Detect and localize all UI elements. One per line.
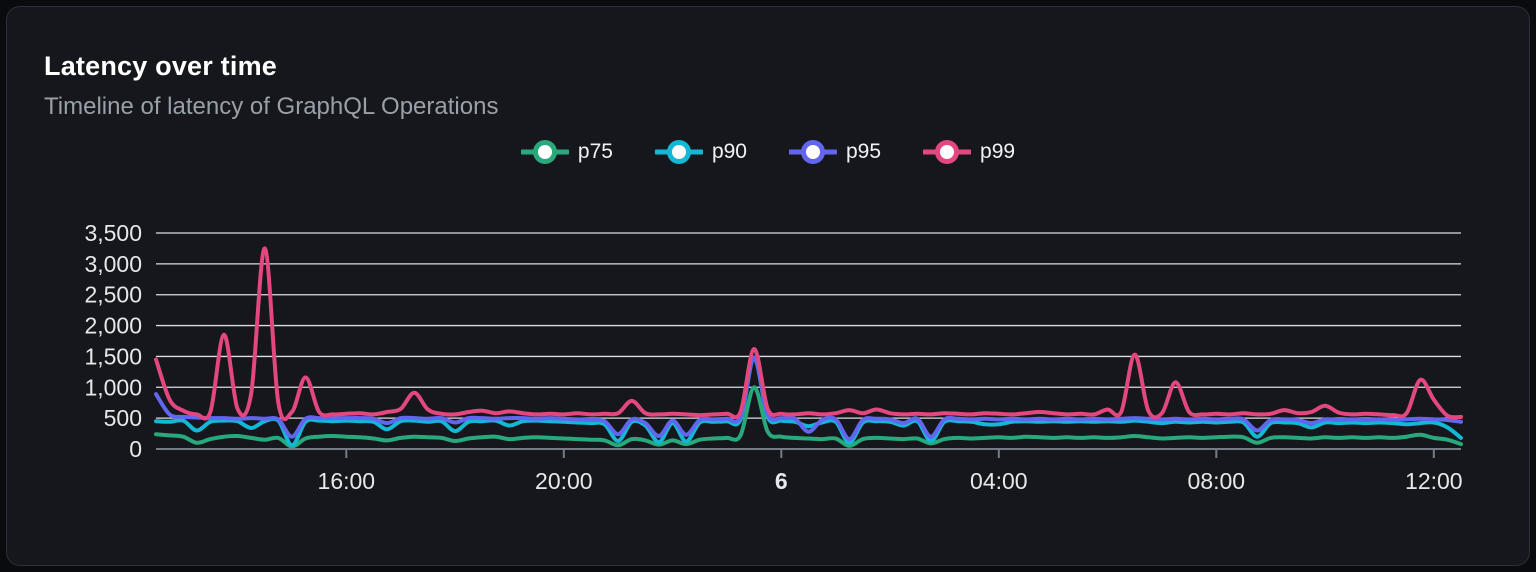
x-axis-label-6: 6 <box>775 468 788 494</box>
x-axis-label-16:00: 16:00 <box>318 468 376 494</box>
legend-item-p95[interactable]: p95 <box>789 139 881 165</box>
legend-marker-p99-icon <box>923 140 972 164</box>
y-axis-label-500: 500 <box>104 405 142 431</box>
x-axis-label-20:00: 20:00 <box>535 468 593 494</box>
x-axis-label-04:00: 04:00 <box>970 468 1028 494</box>
y-axis-label-3500: 3,500 <box>84 220 142 246</box>
legend-label: p99 <box>980 140 1016 163</box>
x-axis-label-08:00: 08:00 <box>1188 468 1246 494</box>
legend-item-p90[interactable]: p90 <box>654 139 747 165</box>
y-axis-label-2500: 2,500 <box>84 282 142 308</box>
y-axis-label-3000: 3,000 <box>84 251 142 277</box>
series-p75-line <box>154 385 1463 449</box>
chart-legend: p75 p90 p95 p99 <box>7 139 1529 165</box>
x-axis-label-12:00: 12:00 <box>1405 468 1463 494</box>
y-axis-label-1000: 1,000 <box>84 374 142 400</box>
y-axis-label-2000: 2,000 <box>84 313 142 339</box>
legend-label: p75 <box>577 140 613 163</box>
latency-chart-panel: Latency over time Timeline of latency of… <box>6 6 1530 566</box>
series-p90-line <box>154 356 1463 448</box>
chart-area: 0 500 1,000 1,500 2,000 2,500 3,000 3,500 16:00 2… <box>7 197 1531 527</box>
y-axis-label-0: 0 <box>129 436 142 462</box>
legend-label: p95 <box>846 140 882 163</box>
series-p99-line <box>154 246 1463 422</box>
legend-label: p90 <box>711 140 747 163</box>
legend-item-p99[interactable]: p99 <box>923 139 1015 165</box>
page-title: Latency over time <box>44 51 277 81</box>
chart-canvas: 0 500 1,000 1,500 2,000 2,500 3,000 3,500 16:00 2… <box>84 220 1463 494</box>
legend-marker-p75-icon <box>520 140 569 164</box>
legend-item-p75[interactable]: p75 <box>520 139 613 165</box>
series-p95-line <box>154 355 1463 442</box>
legend-marker-p90-icon <box>654 140 703 164</box>
y-axis-label-1500: 1,500 <box>84 343 142 369</box>
legend-marker-p95-icon <box>789 140 837 164</box>
chart-subtitle: Timeline of latency of GraphQL Operation… <box>44 93 499 120</box>
